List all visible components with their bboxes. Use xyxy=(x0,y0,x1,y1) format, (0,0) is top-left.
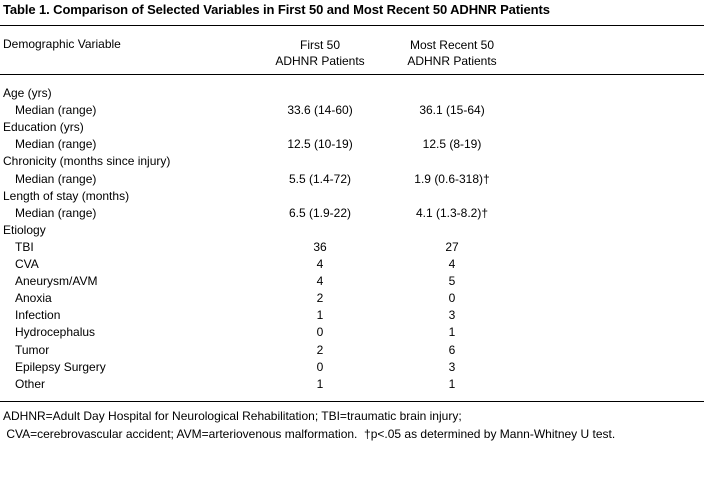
row-category-label: Etiology xyxy=(3,223,46,237)
row-category-label: Length of stay (months) xyxy=(3,189,130,203)
table-row: Epilepsy Surgery 0 3 xyxy=(0,359,704,376)
cell-first-50: 1 xyxy=(316,377,324,391)
row-sublabel: Hydrocephalus xyxy=(15,325,96,339)
cell-first-50: 1 xyxy=(316,308,324,322)
cell-recent-50: 27 xyxy=(445,240,459,254)
table-row: Hydrocephalus 0 1 xyxy=(0,324,704,341)
table-row: Anoxia 2 0 xyxy=(0,290,704,307)
cell-recent-50: 6 xyxy=(448,343,456,357)
cell-first-50: 4 xyxy=(316,274,324,288)
cell-recent-50: 1.9 (0.6-318)† xyxy=(414,172,490,186)
cell-first-50: 4 xyxy=(316,257,324,271)
table-row: Length of stay (months) xyxy=(0,188,704,205)
table-row: Median (range) 6.5 (1.9-22) 4.1 (1.3-8.2)† xyxy=(0,205,704,222)
cell-recent-50: 4.1 (1.3-8.2)† xyxy=(415,206,489,220)
header-recent-50-line2: ADHNR Patients xyxy=(407,54,497,68)
row-sublabel: TBI xyxy=(15,240,34,254)
table-row: Tumor 2 6 xyxy=(0,342,704,359)
cell-recent-50: 5 xyxy=(448,274,456,288)
footnote-line-1: ADHNR=Adult Day Hospital for Neurologica… xyxy=(3,409,462,423)
cell-first-50: 2 xyxy=(316,291,324,305)
header-variable: Demographic Variable xyxy=(3,37,121,51)
table-row: CVA 4 4 xyxy=(0,256,704,273)
row-sublabel: CVA xyxy=(15,257,39,271)
row-sublabel: Other xyxy=(15,377,46,391)
cell-first-50: 36 xyxy=(313,240,327,254)
footer-rule xyxy=(0,401,704,402)
row-category-label: Age (yrs) xyxy=(3,86,52,100)
cell-first-50: 5.5 (1.4-72) xyxy=(288,172,352,186)
cell-recent-50: 36.1 (15-64) xyxy=(419,103,485,117)
cell-recent-50: 4 xyxy=(448,257,456,271)
header-recent-50-line1: Most Recent 50 xyxy=(409,38,495,52)
row-sublabel: Epilepsy Surgery xyxy=(15,360,106,374)
row-sublabel: Aneurysm/AVM xyxy=(15,274,98,288)
table-row: Median (range) 5.5 (1.4-72) 1.9 (0.6-318)† xyxy=(0,171,704,188)
cell-recent-50: 12.5 (8-19) xyxy=(422,137,482,151)
row-category-label: Chronicity (months since injury) xyxy=(3,154,171,168)
cell-first-50: 2 xyxy=(316,343,324,357)
header-first-50: First 50 ADHNR Patients xyxy=(260,37,380,69)
row-sublabel: Median (range) xyxy=(15,172,97,186)
table-row: Median (range) 33.6 (14-60) 36.1 (15-64) xyxy=(0,102,704,119)
table-row: Etiology xyxy=(0,222,704,239)
cell-recent-50: 1 xyxy=(448,325,456,339)
cell-first-50: 6.5 (1.9-22) xyxy=(288,206,352,220)
table-row: Aneurysm/AVM 4 5 xyxy=(0,273,704,290)
table-row: Other 1 1 xyxy=(0,376,704,393)
row-category-label: Education (yrs) xyxy=(3,120,84,134)
cell-first-50: 0 xyxy=(316,360,324,374)
table-title: Table 1. Comparison of Selected Variable… xyxy=(3,2,550,17)
table-row: Chronicity (months since injury) xyxy=(0,153,704,170)
table-row: Infection 1 3 xyxy=(0,307,704,324)
cell-first-50: 33.6 (14-60) xyxy=(287,103,353,117)
cell-first-50: 0 xyxy=(316,325,324,339)
cell-recent-50: 3 xyxy=(448,360,456,374)
cell-recent-50: 0 xyxy=(448,291,456,305)
row-sublabel: Anoxia xyxy=(15,291,52,305)
header-first-50-line1: First 50 xyxy=(299,38,340,52)
row-sublabel: Median (range) xyxy=(15,137,97,151)
header-rule xyxy=(0,74,704,75)
cell-recent-50: 1 xyxy=(448,377,456,391)
row-sublabel: Median (range) xyxy=(15,103,97,117)
row-sublabel: Infection xyxy=(15,308,61,322)
row-sublabel: Median (range) xyxy=(15,206,97,220)
table-row: Median (range) 12.5 (10-19) 12.5 (8-19) xyxy=(0,136,704,153)
header-recent-50: Most Recent 50 ADHNR Patients xyxy=(392,37,512,69)
table-row: TBI 36 27 xyxy=(0,239,704,256)
header-first-50-line2: ADHNR Patients xyxy=(275,54,365,68)
row-sublabel: Tumor xyxy=(15,343,50,357)
table-row: Education (yrs) xyxy=(0,119,704,136)
footnote-line-2: CVA=cerebrovascular accident; AVM=arteri… xyxy=(3,427,616,441)
cell-first-50: 12.5 (10-19) xyxy=(287,137,353,151)
title-rule xyxy=(0,25,704,26)
table-row: Age (yrs) xyxy=(0,85,704,102)
cell-recent-50: 3 xyxy=(448,308,456,322)
